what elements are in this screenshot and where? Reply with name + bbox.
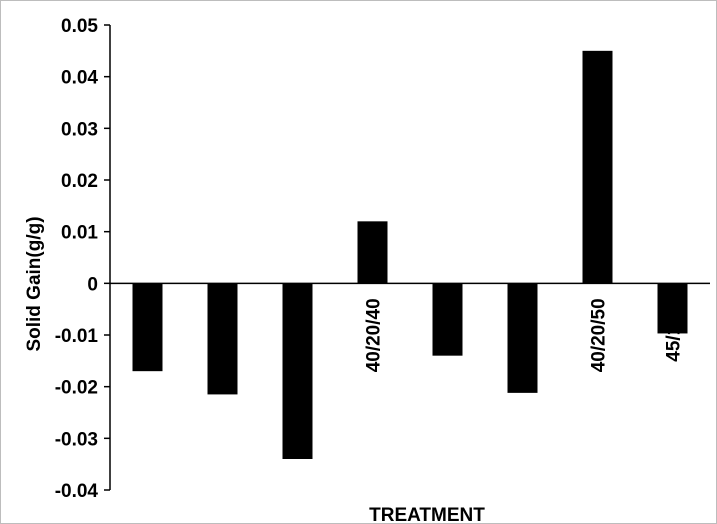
- y-tick-label: -0.04: [55, 481, 99, 502]
- bar: [507, 283, 538, 393]
- y-tick-label: 0.03: [61, 119, 98, 140]
- y-tick-label: -0.02: [55, 378, 98, 399]
- y-tick-label: -0.03: [55, 429, 98, 450]
- category-labels: 40/2 45 40/20/40 45/15 50 40/20/50 45/15/5: [139, 298, 685, 372]
- category-label: 45: [214, 298, 235, 320]
- y-axis-title: Solid Gain(g/g): [24, 216, 45, 351]
- category-label: 45/15/5: [664, 298, 685, 362]
- bars: [132, 50, 688, 459]
- y-tick-label: 0: [87, 274, 98, 295]
- x-axis-title: TREATMENT: [369, 505, 485, 524]
- y-axis: 0.05 0.04 0.03 0.02 0.01 0 -0.01 -0.02 -0.03 -0.0…: [55, 16, 710, 502]
- y-tick-label: 0.05: [61, 16, 98, 37]
- y-tick-label: 0.01: [61, 223, 98, 244]
- bar: [282, 283, 313, 459]
- y-tick-label: -0.01: [55, 326, 99, 347]
- category-label: 40/20/50: [589, 298, 610, 372]
- category-label: 50: [514, 298, 535, 319]
- bar: [132, 283, 163, 372]
- bar: [582, 50, 613, 284]
- category-label: 40/20/40: [364, 298, 385, 372]
- category-label: 45/15: [439, 298, 460, 346]
- category-label: 40/2: [139, 298, 160, 335]
- bar: [357, 221, 388, 284]
- bar: [657, 283, 688, 334]
- y-tick-label: 0.02: [61, 171, 98, 192]
- bar: [207, 283, 238, 395]
- bar: [432, 283, 463, 356]
- y-tick-label: 0.04: [61, 68, 98, 89]
